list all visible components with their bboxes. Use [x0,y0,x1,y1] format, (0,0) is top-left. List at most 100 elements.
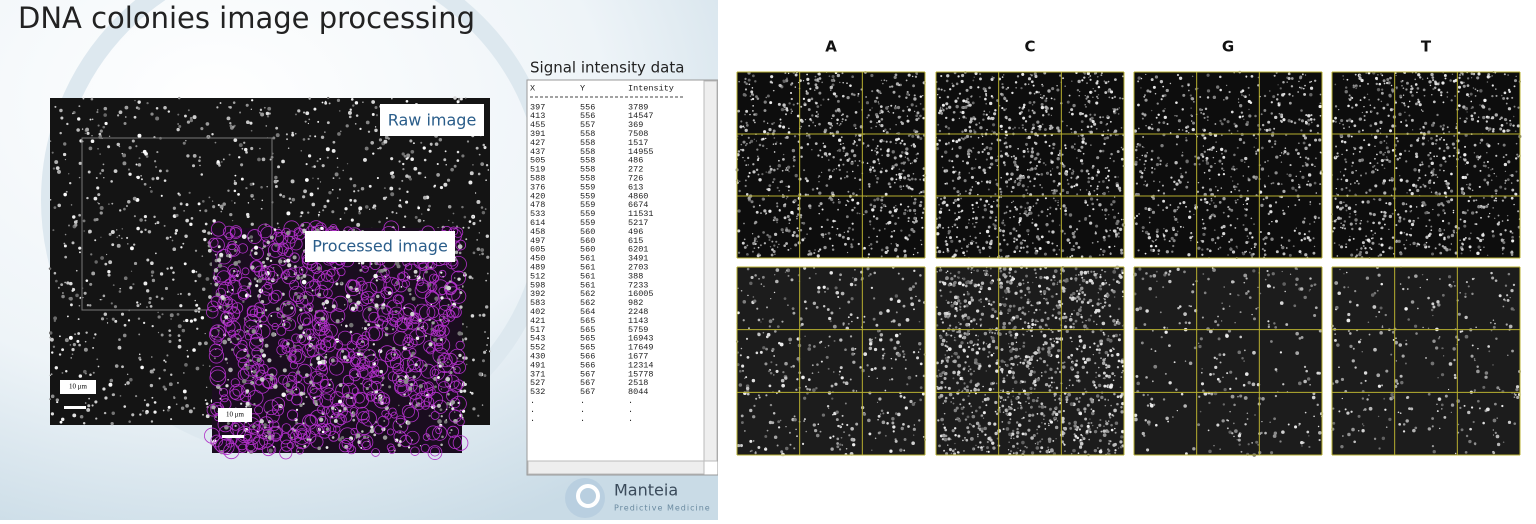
colony [878,432,881,435]
colony [801,323,804,326]
colony [1090,185,1092,187]
colony [91,272,95,276]
colony [1096,156,1099,159]
colony [341,436,344,439]
colony [874,100,877,103]
colony [839,169,841,171]
colony [1034,167,1037,170]
colony [472,164,473,165]
colony [413,167,417,171]
colony [234,175,236,177]
colony [1027,169,1029,171]
colony [884,79,886,81]
colony [447,393,450,396]
colony [834,340,836,342]
colony [85,402,87,404]
colony [992,117,995,120]
colony [781,321,783,323]
colony [100,299,101,300]
colony [1121,127,1123,129]
colony [922,212,924,214]
colony [757,333,760,336]
colony [868,433,871,436]
colony [196,367,200,371]
colony [775,364,777,366]
colony [253,199,254,200]
colony [277,223,279,225]
colony [314,135,316,137]
colony [869,109,871,111]
colony [852,171,853,172]
colony [776,205,778,207]
colony [1100,74,1102,76]
colony [885,251,888,254]
colony [1108,235,1111,238]
colony [765,214,766,215]
colony [769,239,771,241]
colony [846,96,849,99]
colony [871,449,872,450]
colony [206,122,210,126]
colony [204,341,208,345]
colony [766,234,768,236]
colony [829,127,831,129]
colony [220,211,222,213]
colony [177,313,180,316]
colony [744,78,746,80]
colony [831,397,833,399]
colony [124,122,127,125]
colony [148,301,151,304]
colony [773,219,775,221]
colony [440,338,443,341]
colony [801,376,805,380]
colony [1036,173,1039,176]
colony [817,290,820,293]
colony [203,230,207,234]
colony [1118,176,1119,177]
colony [901,151,904,154]
colony [988,235,990,237]
colony [469,220,472,223]
colony [758,394,760,396]
colony [312,388,314,390]
colony [1022,127,1024,129]
colony [854,269,855,270]
colony [420,142,422,144]
colony [895,358,897,360]
colony [809,88,811,90]
colony [153,368,156,371]
colony [868,114,870,116]
colony [785,242,788,245]
colony [1013,241,1015,243]
colony [1049,213,1051,215]
colony [1015,81,1017,83]
colony [437,404,441,408]
colony [876,122,877,123]
colony [1028,83,1029,84]
colony [1085,95,1086,96]
colony [1080,134,1082,136]
colony [740,120,742,122]
colony [415,216,418,219]
colony [385,197,387,199]
colony [875,126,876,127]
colony [262,247,264,249]
colony [753,296,755,298]
colony [796,435,798,437]
colony [1082,137,1085,140]
colony [880,199,883,202]
colony [206,387,207,388]
colony [160,272,163,275]
colony [1079,112,1082,115]
colony [312,166,314,168]
colony [863,352,867,356]
colony [415,363,418,366]
colony [276,133,280,137]
colony [746,253,749,256]
colony [851,209,854,212]
colony [168,340,171,343]
colony [816,187,818,189]
colony [76,340,79,343]
colony [818,92,821,95]
colony [303,274,307,278]
